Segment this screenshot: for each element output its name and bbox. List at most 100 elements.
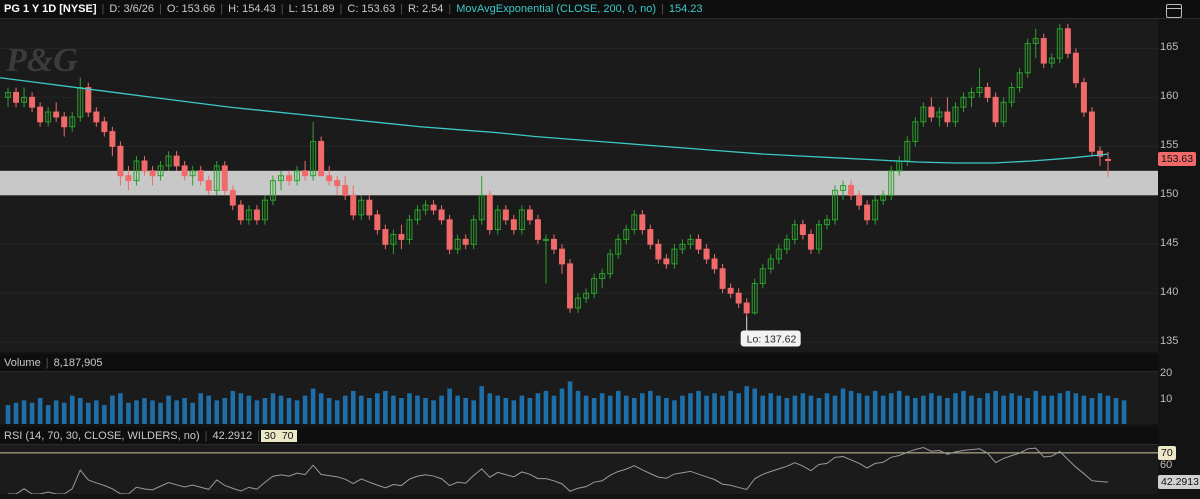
price-tick: 145 xyxy=(1160,237,1179,250)
low-callout: Lo: 137.62 xyxy=(740,330,801,347)
volume-bar xyxy=(720,395,725,424)
candle xyxy=(494,209,501,231)
volume-bar xyxy=(752,388,758,424)
volume-bar xyxy=(800,393,806,424)
volume-bar xyxy=(158,402,163,424)
volume-bar xyxy=(824,393,830,424)
volume-bar xyxy=(664,398,669,424)
volume-bar xyxy=(1105,395,1111,424)
volume-bar xyxy=(623,395,629,424)
volume-bar xyxy=(888,393,894,424)
candle xyxy=(1105,158,1111,161)
volume-bar xyxy=(77,398,83,424)
volume-axis xyxy=(1158,372,1200,424)
candle xyxy=(398,233,405,240)
candle xyxy=(526,209,533,221)
volume-bar xyxy=(198,393,204,424)
volume-label[interactable]: Volume xyxy=(4,356,41,369)
candle xyxy=(791,224,798,240)
volume-bar xyxy=(399,398,404,424)
symbol-label[interactable]: PG 1 Y 1D [NYSE] xyxy=(4,3,97,15)
volume-bar xyxy=(1025,398,1031,424)
volume-bar xyxy=(985,393,990,424)
range-label: R: 2.54 xyxy=(407,3,444,15)
support-band xyxy=(0,170,1158,196)
volume-bar xyxy=(1073,393,1079,424)
open-label: O: 153.66 xyxy=(166,3,216,15)
volume-bar xyxy=(575,390,581,424)
candle xyxy=(374,214,381,231)
volume-bar xyxy=(704,395,709,424)
candle xyxy=(687,238,694,245)
volume-tick: 10 xyxy=(1160,393,1173,405)
volume-bar xyxy=(904,395,910,424)
candle xyxy=(567,263,574,309)
candle xyxy=(253,209,260,221)
candle xyxy=(615,238,622,255)
volume-bar xyxy=(431,400,436,424)
candle xyxy=(269,180,276,201)
volume-bar xyxy=(977,398,982,424)
candle xyxy=(759,268,766,284)
volume-bar xyxy=(672,400,677,424)
volume-bar xyxy=(535,393,541,424)
rsi-level-low: 30 xyxy=(261,429,279,442)
volume-bar xyxy=(174,400,179,424)
volume-bar xyxy=(471,400,476,424)
volume-bar xyxy=(1001,395,1006,424)
candle xyxy=(1080,82,1087,113)
candle xyxy=(591,278,598,294)
price-tick: 135 xyxy=(1160,335,1179,348)
candle xyxy=(1000,101,1007,123)
volume-bar xyxy=(1009,393,1014,424)
candle xyxy=(358,199,365,216)
rsi-pane[interactable] xyxy=(0,445,1159,495)
study-label[interactable]: MovAvgExponential (CLOSE, 200, 0, no) xyxy=(456,3,657,15)
volume-pane[interactable] xyxy=(0,372,1159,424)
candle xyxy=(101,121,108,133)
price-chart[interactable]: P&G Lo: 137.62 xyxy=(0,19,1158,352)
volume-bar xyxy=(1097,393,1103,424)
volume-bar xyxy=(776,395,782,424)
volume-bar xyxy=(214,400,220,424)
candle xyxy=(478,194,485,221)
price-axis xyxy=(1158,19,1200,352)
volume-bar xyxy=(993,390,998,424)
rsi-tick: 60 xyxy=(1160,459,1173,471)
candle xyxy=(69,116,76,128)
volume-bar xyxy=(680,395,685,424)
candle xyxy=(559,248,566,265)
candle xyxy=(502,209,509,221)
price-tick: 160 xyxy=(1160,90,1179,103)
volume-bar xyxy=(816,398,822,424)
volume-chart[interactable] xyxy=(0,372,1158,424)
candle xyxy=(430,204,437,211)
volume-bar xyxy=(744,386,749,424)
volume-bar xyxy=(134,400,139,424)
price-header: PG 1 Y 1D [NYSE] | D: 3/6/26 | O: 153.66 | … xyxy=(0,0,1200,19)
calendar-icon[interactable] xyxy=(1166,4,1182,18)
volume-bar xyxy=(599,393,605,424)
volume-bar xyxy=(439,395,444,424)
candle xyxy=(783,238,790,250)
rsi-label[interactable]: RSI (14, 70, 30, CLOSE, WILDERS, no) xyxy=(4,429,200,442)
candle xyxy=(29,96,36,108)
volume-bar xyxy=(543,390,549,424)
volume-bar xyxy=(856,393,862,424)
candle xyxy=(1096,150,1103,157)
price-pane[interactable]: P&G Lo: 137.62 xyxy=(0,19,1159,352)
candle xyxy=(205,180,212,191)
candle xyxy=(93,111,100,123)
date-label: D: 3/6/26 xyxy=(109,3,155,15)
rsi-chart[interactable] xyxy=(0,445,1158,495)
candle xyxy=(334,180,341,186)
volume-bar xyxy=(551,395,557,424)
volume-bar xyxy=(1089,398,1095,424)
volume-bar xyxy=(230,390,236,424)
volume-bar xyxy=(1057,393,1063,424)
candle xyxy=(109,131,116,147)
volume-bar xyxy=(94,400,99,424)
candle xyxy=(631,214,638,231)
volume-bar xyxy=(407,393,412,424)
candle xyxy=(342,185,349,196)
